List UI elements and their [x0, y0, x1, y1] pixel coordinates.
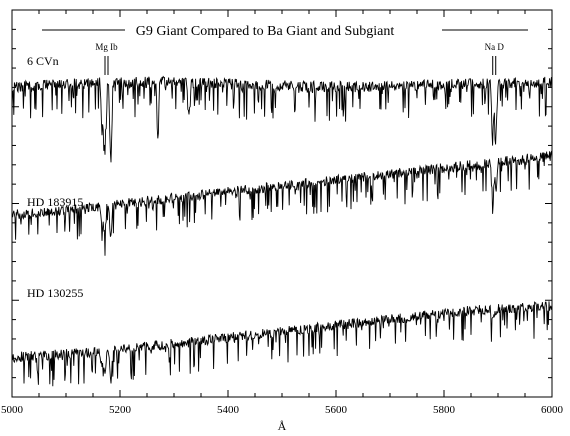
- x-axis-label: Å: [278, 419, 287, 433]
- x-tick-label: 5000: [1, 404, 24, 416]
- series-labels: 6 CVn HD 183915 HD 130255: [27, 54, 83, 300]
- x-tick-label: 5400: [217, 404, 240, 416]
- series-label: HD 130255: [27, 286, 83, 300]
- series-line-1: [11, 75, 553, 163]
- y-axis-ticks: [12, 9, 552, 398]
- x-tick-label: 5600: [325, 404, 348, 416]
- x-axis-ticks: 5000 5200 5400 5600 5800 6000: [1, 10, 564, 416]
- series-label: HD 183915: [27, 195, 83, 209]
- spectral-line-label: Mg Ib: [95, 42, 118, 52]
- chart-title-group: G9 Giant Compared to Ba Giant and Subgia…: [42, 24, 528, 39]
- x-tick-label: 6000: [541, 404, 564, 416]
- spectral-line-label: Na D: [485, 42, 505, 52]
- series-lines: [11, 75, 553, 387]
- spectral-line-markers: Mg Ib Na D: [95, 42, 504, 75]
- x-tick-label: 5200: [109, 404, 132, 416]
- series-line-2: [11, 150, 553, 256]
- series-line-3: [11, 301, 553, 387]
- x-tick-label: 5800: [433, 404, 456, 416]
- series-label: 6 CVn: [27, 54, 59, 68]
- chart-title: G9 Giant Compared to Ba Giant and Subgia…: [136, 24, 395, 39]
